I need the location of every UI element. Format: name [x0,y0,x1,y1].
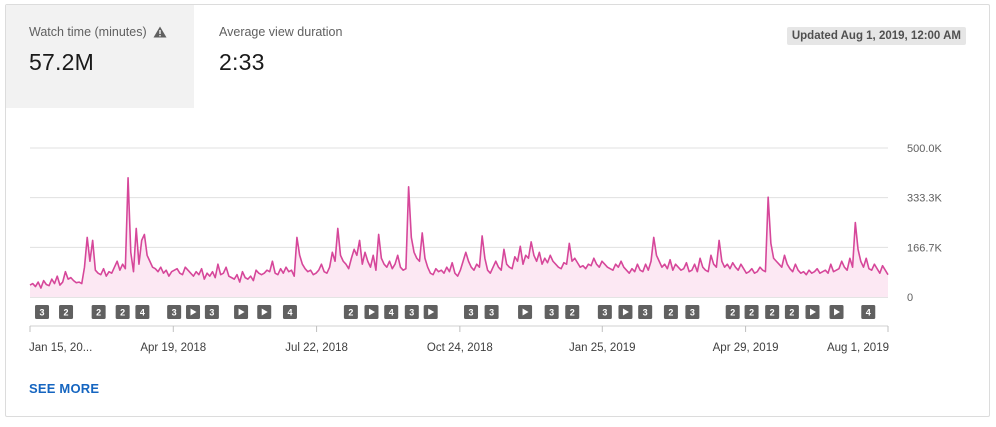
x-tick-label: Jul 22, 2018 [285,342,348,354]
x-tick-label: Jan 15, 20... [29,342,92,354]
annotation-badge[interactable]: 2 [663,305,678,319]
annotation-badge[interactable]: 3 [685,305,700,319]
updated-timestamp: Updated Aug 1, 2019, 12:00 AM [786,27,966,45]
annotation-badge[interactable]: 2 [115,305,130,319]
annotation-count: 3 [549,308,554,318]
y-axis-ticks: 500.0K 333.3K 166.7K 0 [907,143,943,304]
video-marker[interactable] [805,305,820,319]
annotation-badge[interactable]: 3 [597,305,612,319]
y-tick-label: 500.0K [907,143,943,155]
annotation-badge[interactable]: 3 [167,305,182,319]
play-icon [368,308,375,316]
x-tick-label: Apr 19, 2018 [140,342,206,354]
play-icon [834,308,841,316]
annotation-badge[interactable]: 2 [343,305,358,319]
annotation-count: 4 [287,308,292,318]
annotation-badge[interactable]: 2 [784,305,799,319]
video-marker[interactable] [257,305,272,319]
annotation-count: 4 [866,308,871,318]
video-marker[interactable] [829,305,844,319]
annotation-count: 2 [64,308,69,318]
metric-watch-time[interactable]: Watch time (minutes) 57.2M [6,5,194,108]
play-icon [428,308,435,316]
y-tick-label: 166.7K [907,242,943,254]
annotation-badge[interactable]: 3 [204,305,219,319]
video-marker[interactable] [234,305,249,319]
annotation-count: 2 [120,308,125,318]
play-icon [522,308,529,316]
annotation-badge[interactable]: 4 [135,305,150,319]
video-marker[interactable] [186,305,201,319]
annotation-badge[interactable]: 2 [725,305,740,319]
annotation-count: 3 [602,308,607,318]
annotation-count: 2 [770,308,775,318]
annotation-count: 3 [643,308,648,318]
annotation-count: 4 [389,308,394,318]
annotation-badge[interactable]: 2 [765,305,780,319]
y-tick-label: 333.3K [907,193,943,205]
annotation-count: 2 [749,308,754,318]
annotation-count: 2 [789,308,794,318]
play-icon [238,308,245,316]
annotation-badge[interactable]: 3 [638,305,653,319]
annotation-count: 3 [469,308,474,318]
annotation-badge[interactable]: 3 [484,305,499,319]
analytics-card: Watch time (minutes) 57.2M Average view … [5,4,990,417]
annotation-count: 4 [140,308,145,318]
annotation-badges: 3 2 2 2 4 3 3 4 2 4 3 3 3 3 2 3 3 2 3 2 2 2 2 4 [35,305,876,319]
video-marker[interactable] [364,305,379,319]
annotation-badge[interactable]: 3 [404,305,419,319]
annotation-count: 2 [570,308,575,318]
annotation-count: 2 [96,308,101,318]
video-marker[interactable] [618,305,633,319]
annotation-count: 3 [172,308,177,318]
metric-label: Average view duration [219,25,343,39]
annotation-badge[interactable]: 2 [744,305,759,319]
play-icon [261,308,268,316]
metric-average-view-duration[interactable]: Average view duration 2:33 [194,5,454,108]
y-tick-label: 0 [907,292,913,304]
x-tick-label: Oct 24, 2018 [427,342,493,354]
see-more-link[interactable]: SEE MORE [29,381,100,396]
annotation-badge[interactable]: 4 [861,305,876,319]
metric-value: 57.2M [29,49,94,75]
series-area [30,177,888,297]
annotation-count: 3 [209,308,214,318]
x-tick-label: Aug 1, 2019 [827,342,889,354]
annotation-count: 2 [668,308,673,318]
annotation-count: 3 [40,308,45,318]
play-icon [809,308,816,316]
annotation-count: 3 [409,308,414,318]
annotation-count: 3 [489,308,494,318]
series-line [29,177,889,289]
annotation-count: 2 [730,308,735,318]
x-tick-label: Jan 25, 2019 [569,342,636,354]
annotation-badge[interactable]: 4 [384,305,399,319]
annotation-badge[interactable]: 4 [282,305,297,319]
play-icon [622,308,629,316]
play-icon [190,308,197,316]
warning-icon[interactable] [153,26,167,38]
metric-value: 2:33 [219,49,265,75]
annotation-badge[interactable]: 2 [565,305,580,319]
annotation-badge[interactable]: 3 [544,305,559,319]
annotation-count: 2 [348,308,353,318]
annotation-badge[interactable]: 2 [91,305,106,319]
annotation-badge[interactable]: 3 [464,305,479,319]
x-axis-ticks: Jan 15, 20... Apr 19, 2018 Jul 22, 2018 Oct… [29,325,889,354]
video-marker[interactable] [423,305,438,319]
annotation-badge[interactable]: 3 [35,305,50,319]
x-tick-label: Apr 29, 2019 [713,342,779,354]
annotation-badge[interactable]: 2 [59,305,74,319]
metric-label: Watch time (minutes) [29,25,147,39]
video-marker[interactable] [518,305,533,319]
annotation-count: 3 [690,308,695,318]
